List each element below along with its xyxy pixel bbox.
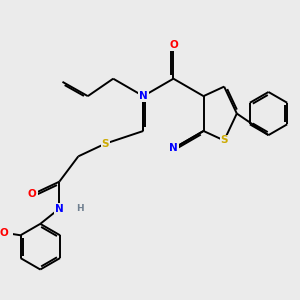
Text: O: O: [169, 40, 178, 50]
Text: N: N: [169, 143, 178, 153]
Text: N: N: [139, 91, 148, 101]
Text: O: O: [0, 228, 8, 238]
Text: H: H: [76, 204, 84, 213]
Text: N: N: [55, 204, 64, 214]
Text: S: S: [101, 139, 109, 149]
Text: O: O: [28, 189, 37, 200]
Text: S: S: [220, 136, 228, 146]
